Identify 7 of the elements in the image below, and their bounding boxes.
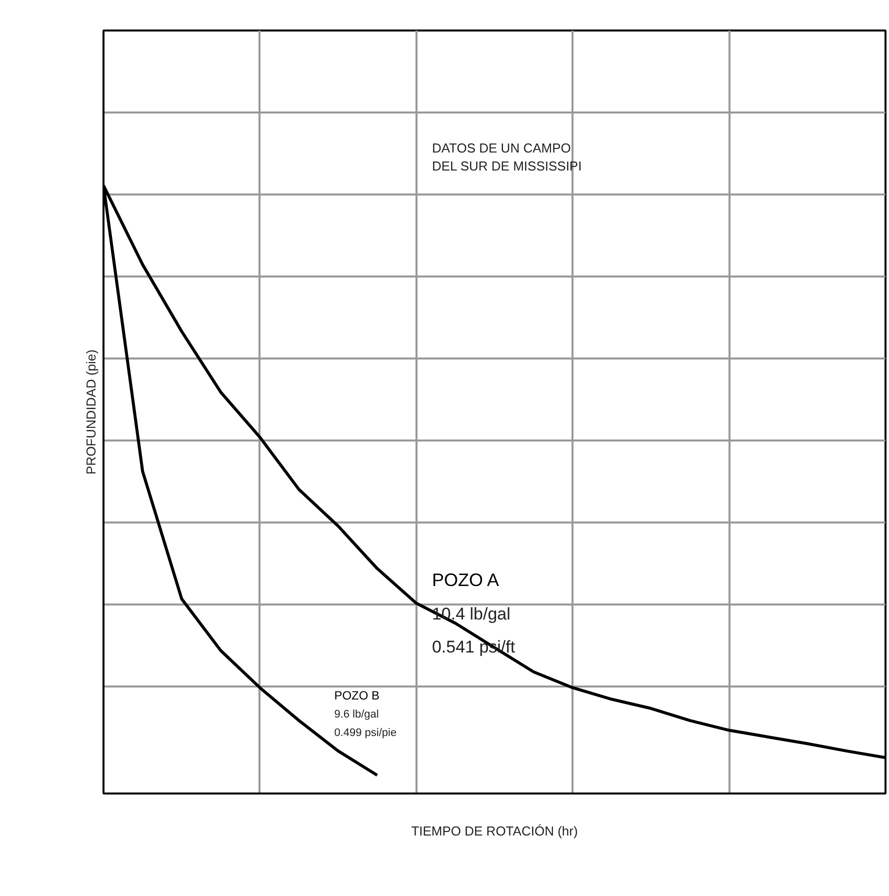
series-label: POZO A xyxy=(432,570,499,590)
y-axis-title: PROFUNDIDAD (pie) xyxy=(84,350,98,474)
text: POZO B xyxy=(334,688,380,702)
annotation: 9.6 lb/gal xyxy=(334,708,379,721)
text: DATOS DE UN CAMPO DEL SUR DE MISSISSIPI xyxy=(432,140,582,174)
x-axis-title: TIEMPO DE ROTACIÓN (hr) xyxy=(411,824,578,838)
annotation: 0.499 psi/pie xyxy=(334,726,397,739)
